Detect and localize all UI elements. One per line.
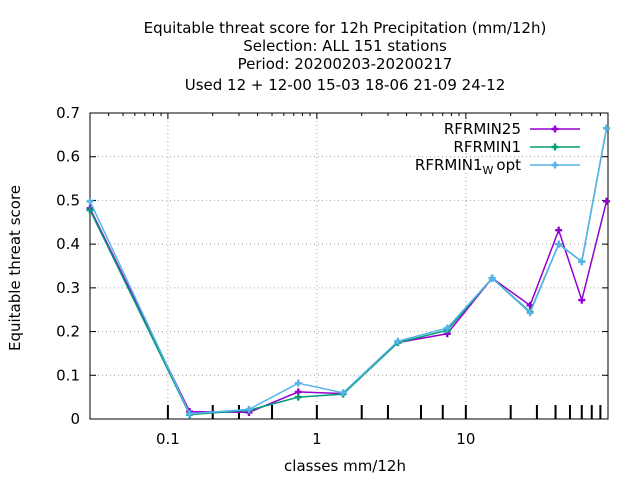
- series-1: [86, 124, 611, 419]
- legend-marker: [551, 143, 559, 151]
- y-tick-label: 0.1: [56, 366, 80, 384]
- y-tick-label: 0.6: [56, 148, 80, 166]
- data-point: [86, 206, 94, 214]
- y-axis-label: Equitable threat score: [6, 185, 24, 351]
- x-tick-label: 1: [312, 430, 322, 448]
- title-line-1: Equitable threat score for 12h Precipita…: [144, 19, 547, 37]
- data-point: [245, 405, 253, 413]
- series-2: [86, 124, 611, 418]
- data-point: [555, 240, 563, 248]
- data-point: [339, 389, 347, 397]
- chart-title: Equitable threat score for 12h Precipita…: [144, 19, 547, 94]
- legend: RFRMIN25 RFRMIN1 RFRMIN1W opt: [415, 120, 580, 177]
- legend-label-rfrmin1: RFRMIN1: [453, 138, 521, 156]
- legend-label-subscript: W: [483, 164, 494, 177]
- y-tick-label: 0.2: [56, 323, 80, 341]
- series: [86, 124, 611, 419]
- series-line: [89, 128, 608, 416]
- y-tick-label: 0.7: [56, 104, 80, 122]
- axes: [89, 112, 609, 420]
- data-point: [186, 410, 194, 418]
- ticks: 0 0.1 0.2 0.3 0.4 0.5 0.6 0.7 0.1 1 10: [56, 104, 608, 448]
- data-point: [443, 324, 451, 332]
- legend-label-main: RFRMIN1: [415, 156, 483, 174]
- title-line-4: Used 12 + 12-00 15-03 18-06 21-09 24-12: [185, 76, 506, 94]
- series-line: [89, 201, 608, 414]
- grid: [90, 113, 608, 419]
- x-axis-label: classes mm/12h: [284, 457, 406, 475]
- y-tick-label: 0.5: [56, 191, 80, 209]
- legend-marker: [551, 161, 559, 169]
- data-point: [555, 226, 563, 234]
- legend-label-tail: opt: [496, 156, 521, 174]
- legend-label-rfrmin25: RFRMIN25: [444, 120, 521, 138]
- data-point: [603, 124, 611, 132]
- title-line-3: Period: 20200203-20200217: [238, 55, 453, 73]
- data-point: [294, 393, 302, 401]
- title-line-2: Selection: ALL 151 stations: [243, 37, 447, 55]
- data-point: [603, 197, 611, 205]
- data-point: [394, 337, 402, 345]
- data-point: [488, 274, 496, 282]
- plot-border: [89, 112, 609, 420]
- data-point: [86, 197, 94, 205]
- y-tick-label: 0.3: [56, 279, 80, 297]
- x-tick-label: 10: [456, 430, 475, 448]
- y-tick-label: 0.4: [56, 235, 80, 253]
- series-line: [89, 128, 608, 415]
- legend-label-rfrmin1-w-opt: RFRMIN1W opt: [415, 156, 521, 177]
- legend-marker: [551, 125, 559, 133]
- data-point: [526, 309, 534, 317]
- x-tick-label: 0.1: [156, 430, 180, 448]
- data-point: [578, 296, 586, 304]
- y-tick-label: 0: [70, 410, 80, 428]
- data-point: [294, 379, 302, 387]
- data-point: [578, 258, 586, 266]
